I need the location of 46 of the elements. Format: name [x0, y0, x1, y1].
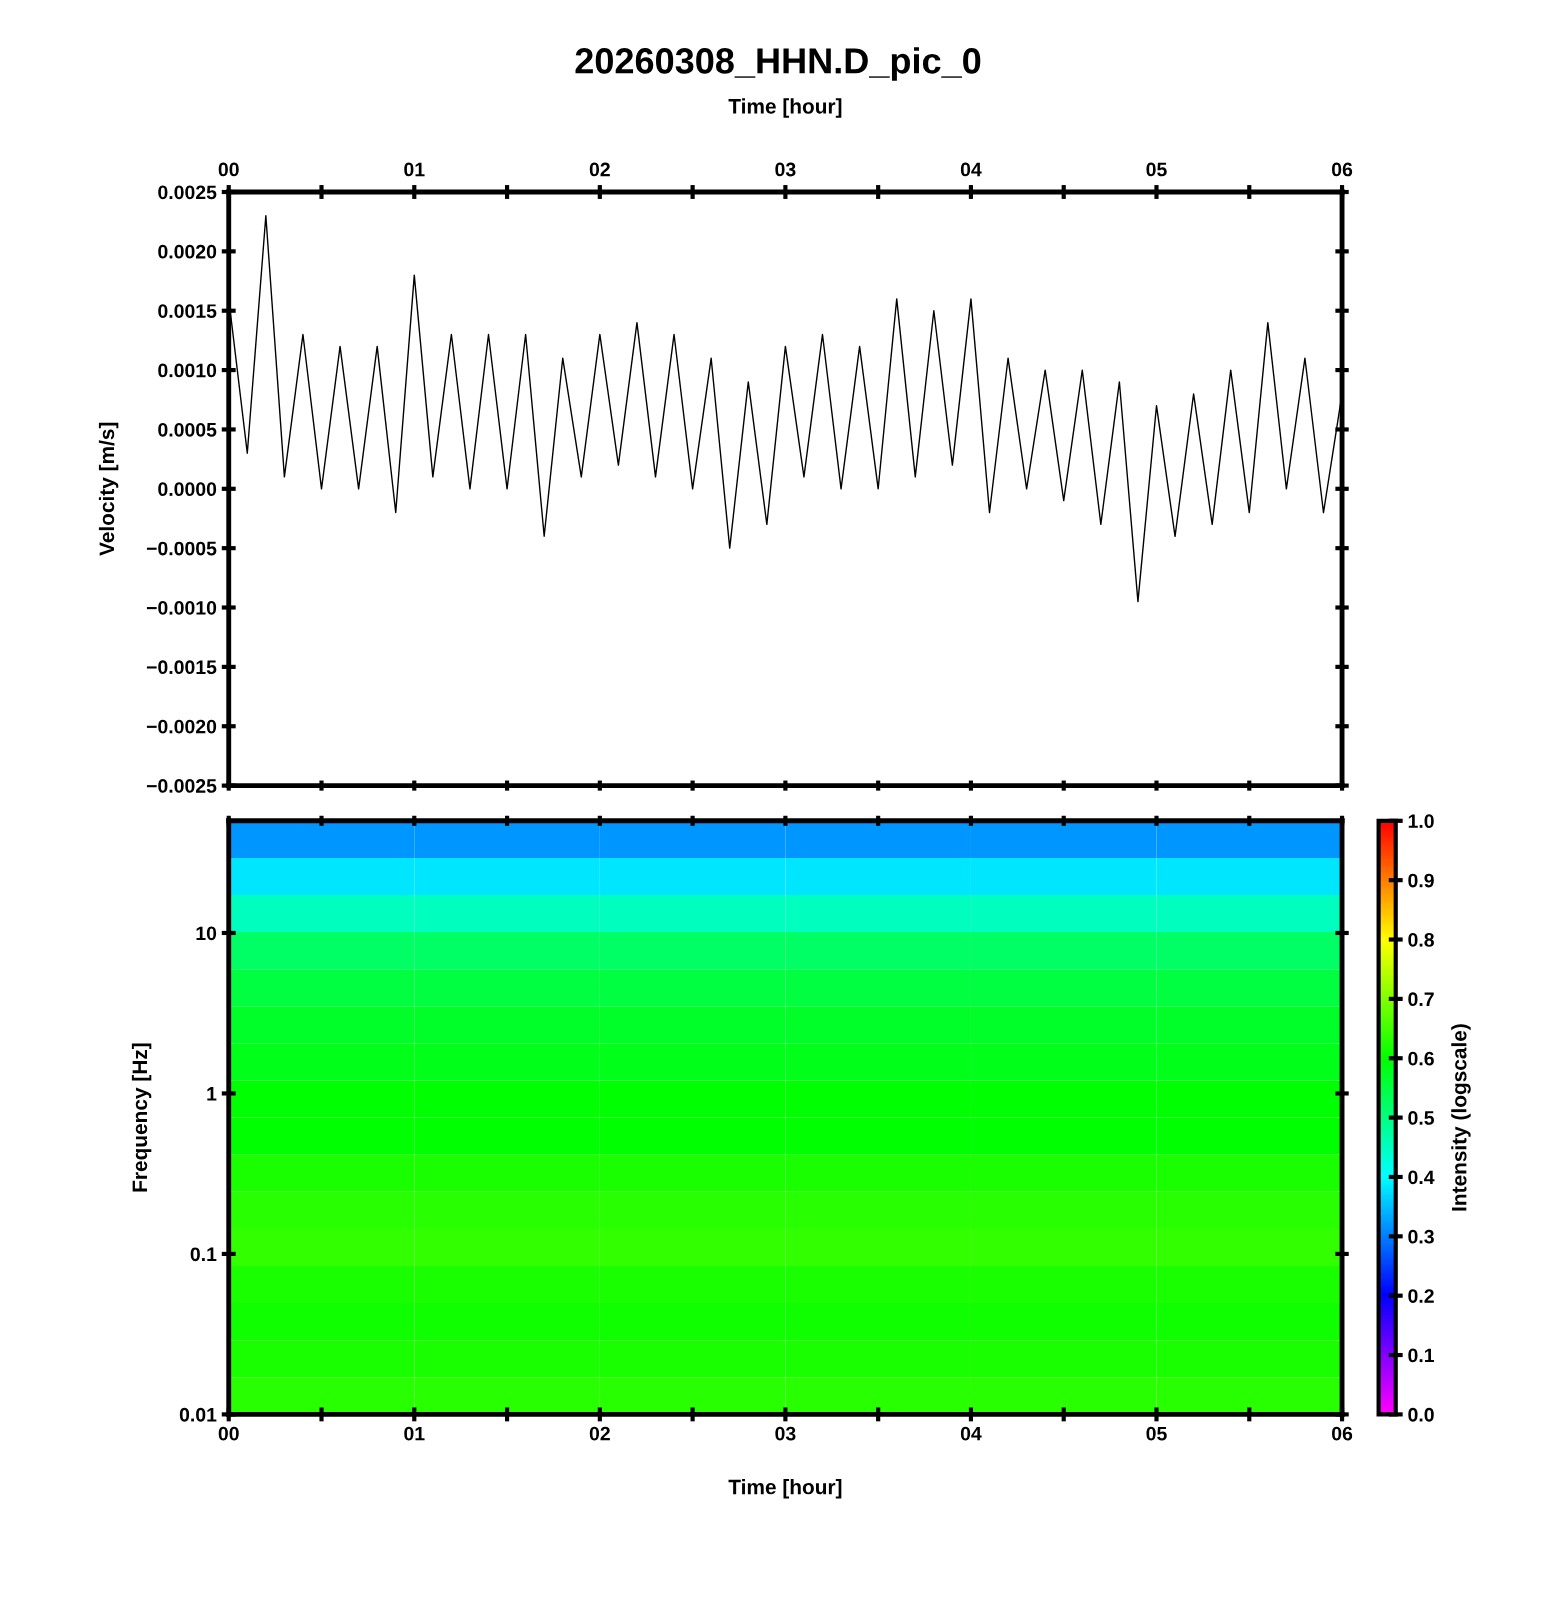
x-tick-label: 06 — [1332, 1426, 1353, 1441]
x-tick-label: 03 — [775, 162, 796, 177]
color-bar-label: 0.6 — [1408, 1051, 1434, 1066]
x-tick-label: 04 — [960, 162, 982, 177]
color-bar-title: Intensity (logscale) — [1451, 1024, 1471, 1211]
y-tick-label: −0.0025 — [146, 779, 217, 793]
y-tick-label: −0.0020 — [146, 719, 217, 734]
color-bar-label: 0.3 — [1408, 1229, 1434, 1244]
y-tick-label: 0.1 — [190, 1247, 217, 1262]
chart-title: 20260308_HHN.D_pic_0 — [575, 47, 981, 81]
y-tick-label: 0.0000 — [158, 482, 217, 497]
y-tick-label: −0.0005 — [146, 541, 217, 556]
x-tick-label: 03 — [775, 1426, 796, 1441]
color-bar-label: 0.9 — [1408, 873, 1434, 888]
x-tick-label: 01 — [404, 1426, 425, 1441]
y-axis-title: Velocity [m/s] — [98, 422, 119, 556]
color-bar-label: 0.4 — [1408, 1170, 1435, 1185]
color-bar-label: 0.5 — [1408, 1111, 1435, 1125]
y-tick-label: −0.0015 — [146, 660, 217, 675]
color-bar-label: 0.7 — [1408, 992, 1434, 1007]
color-bar-label: 0.0 — [1408, 1407, 1434, 1422]
y-axis-title: Frequency [Hz] — [131, 1043, 152, 1192]
x-tick-label: 00 — [218, 1426, 239, 1441]
y-tick-label: 0.0005 — [158, 422, 217, 437]
x-tick-label: 02 — [589, 1426, 610, 1441]
color-bar-label: 1.0 — [1408, 814, 1434, 829]
x-tick-label: 00 — [218, 162, 239, 177]
color-bar-label: 0.1 — [1408, 1348, 1435, 1363]
x-tick-label: 05 — [1146, 162, 1167, 177]
x-tick-label: 02 — [589, 162, 610, 177]
y-tick-label: 0.0015 — [158, 304, 217, 318]
y-tick-label: −0.0010 — [146, 600, 217, 615]
x-tick-label: 04 — [960, 1426, 982, 1441]
x-axis-title: Time [hour] — [728, 98, 842, 118]
y-tick-label: 0.0025 — [158, 185, 217, 200]
y-tick-label: 0.0020 — [158, 244, 217, 259]
y-tick-label: 10 — [196, 926, 217, 941]
color-bar-label: 0.2 — [1408, 1289, 1434, 1303]
y-tick-label: 0.01 — [179, 1407, 217, 1422]
y-tick-label: 1 — [207, 1087, 217, 1101]
y-tick-label: 0.0010 — [158, 363, 217, 378]
x-tick-label: 06 — [1332, 162, 1353, 177]
color-bar-label: 0.8 — [1408, 932, 1434, 947]
x-tick-label: 05 — [1146, 1426, 1167, 1441]
x-tick-label: 01 — [404, 162, 425, 177]
x-axis-title: Time [hour] — [728, 1479, 842, 1499]
